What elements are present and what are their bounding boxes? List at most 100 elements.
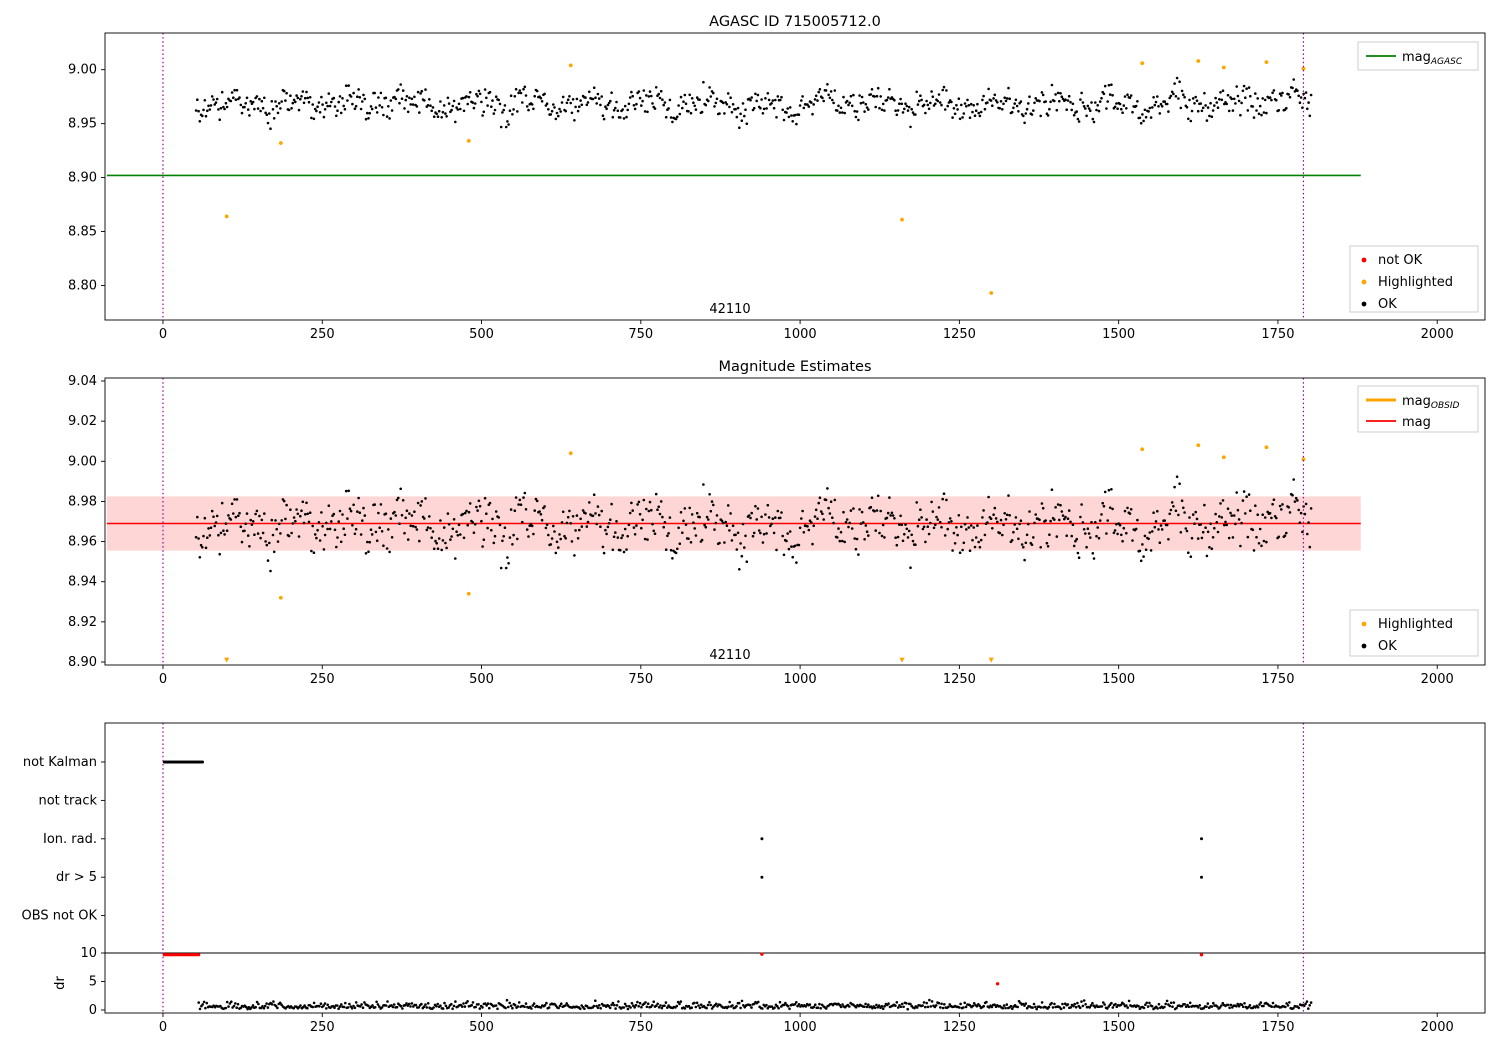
legend-markers-top: not OK Highlighted OK xyxy=(1349,245,1479,313)
x-tick-label: 1250 xyxy=(943,327,976,342)
legend-label-main: mag xyxy=(1402,415,1431,430)
x-tick-label: 500 xyxy=(469,672,494,687)
chart-1: 8.90 8.92 8.94 8.96 8.98 9.00 9.02 9.04 0 250 500 7… xyxy=(68,374,1486,687)
x-tick-label: 0 xyxy=(159,672,167,687)
mag-legend-label: mag xyxy=(1402,415,1431,430)
x-tick-label: 1250 xyxy=(943,1020,976,1035)
ok-marker-icon xyxy=(1361,301,1367,307)
axes-spine xyxy=(104,377,1486,666)
y-tick-label: 9.02 xyxy=(68,414,97,429)
highlighted-point xyxy=(1196,59,1201,63)
x-tick-label: 1500 xyxy=(1102,672,1135,687)
y-tick-label: 8.94 xyxy=(68,575,97,590)
dr-tick-label: 10 xyxy=(80,946,97,961)
highlighted-point xyxy=(568,63,573,68)
dr-red-point xyxy=(760,952,764,956)
highlighted-point xyxy=(1140,61,1145,66)
x-tick-label: 250 xyxy=(310,1020,335,1035)
dr-tick-label: 0 xyxy=(89,1003,97,1018)
chart-2: not Kalman not track Ion. rad. dr > 5 OBS no… xyxy=(22,722,1486,1035)
highlighted-clipped-marker xyxy=(988,657,994,663)
obsid-annotation-middle: 42110 xyxy=(709,648,750,663)
ok-legend-label: OK xyxy=(1378,297,1397,312)
x-tick-label: 2000 xyxy=(1421,327,1454,342)
flag-category-label: Ion. rad. xyxy=(43,832,97,847)
axes-spine xyxy=(104,722,1486,1014)
x-tick-label: 0 xyxy=(159,1020,167,1035)
highlighted-marker-icon xyxy=(1361,621,1367,627)
dr-scatter xyxy=(197,998,1313,1011)
x-tick-label: 1000 xyxy=(784,672,817,687)
highlighted-point xyxy=(1264,445,1269,450)
legend-label-sub: OBSID xyxy=(1431,401,1460,411)
highlighted-clipped-marker xyxy=(899,657,905,663)
ok-marker-icon xyxy=(1361,643,1367,649)
y-tick-label: 8.92 xyxy=(68,615,97,630)
highlighted-point xyxy=(1140,447,1145,452)
legend-box xyxy=(1349,609,1479,657)
highlighted-point xyxy=(989,291,994,295)
x-tick-label: 250 xyxy=(310,327,335,342)
x-tick-label: 500 xyxy=(469,327,494,342)
legend-label-main: mag xyxy=(1402,50,1431,65)
highlighted-point xyxy=(568,451,573,456)
generated-chart-layers: 8.808.858.908.959.000 250 500 750 1000 1250 15… xyxy=(22,32,1486,1035)
x-tick-label: 0 xyxy=(159,327,167,342)
x-tick-label: 1750 xyxy=(1261,1020,1294,1035)
legend-label-sub: AGASC xyxy=(1430,57,1463,67)
x-tick-label: 750 xyxy=(628,1020,653,1035)
highlighted-point xyxy=(1221,65,1226,70)
x-tick-label: 250 xyxy=(310,672,335,687)
highlighted-point xyxy=(466,591,471,596)
x-tick-label: 1000 xyxy=(784,1020,817,1035)
y-tick-label: 9.04 xyxy=(68,374,97,389)
highlighted-clipped-marker xyxy=(224,657,230,663)
highlighted-point xyxy=(278,595,283,600)
y-tick-label: 8.85 xyxy=(68,225,97,240)
highlighted-point xyxy=(1301,66,1306,71)
legend-mag-agasc: magAGASC xyxy=(1357,41,1479,71)
legend-label-main: mag xyxy=(1402,394,1431,409)
chart-0: 8.80 8.85 8.90 8.95 9.00 0 250 500 750 1000 1250 15… xyxy=(68,32,1486,342)
legend-markers-middle: Highlighted OK xyxy=(1349,609,1479,657)
dr-axis-label: dr xyxy=(53,976,68,990)
flag-category-label: not track xyxy=(38,793,97,808)
highlighted-point xyxy=(224,214,229,219)
not-ok-marker-icon xyxy=(1361,257,1367,263)
x-tick-label: 1500 xyxy=(1102,1020,1135,1035)
flag-category-label: OBS not OK xyxy=(22,909,98,924)
x-tick-label: 500 xyxy=(469,1020,494,1035)
x-tick-label: 2000 xyxy=(1421,1020,1454,1035)
highlighted-point xyxy=(1264,60,1269,65)
y-tick-label: 8.90 xyxy=(68,171,97,186)
highlighted-point xyxy=(900,217,904,222)
legend-box xyxy=(1349,245,1479,313)
y-tick-label: 9.00 xyxy=(68,454,97,469)
dr-red-point xyxy=(1199,953,1204,957)
ok-scatter xyxy=(194,76,1313,130)
x-tick-label: 1500 xyxy=(1102,327,1135,342)
flag-category-label: dr > 5 xyxy=(56,870,97,885)
y-tick-label: 8.95 xyxy=(68,117,97,132)
dr-red-point xyxy=(995,982,1000,986)
x-tick-label: 750 xyxy=(628,672,653,687)
x-tick-label: 1000 xyxy=(784,327,817,342)
ok-scatter xyxy=(194,475,1313,573)
highlighted-point xyxy=(466,138,471,143)
x-tick-label: 1250 xyxy=(943,672,976,687)
obsid-annotation-top: 42110 xyxy=(709,302,750,317)
y-tick-label: 8.98 xyxy=(68,494,97,509)
highlighted-point xyxy=(1221,455,1226,460)
ok-legend-label: OK xyxy=(1378,639,1397,654)
mag-agasc-legend-label: magAGASC xyxy=(1402,50,1463,67)
highlighted-legend-label: Highlighted xyxy=(1378,617,1453,632)
legend-mag-lines-middle: magOBSID mag xyxy=(1357,385,1479,433)
x-tick-label: 1750 xyxy=(1261,327,1294,342)
legend-box xyxy=(1357,385,1479,433)
y-tick-label: 9.00 xyxy=(68,63,97,78)
dr-tick-label: 5 xyxy=(89,975,97,990)
y-tick-label: 8.80 xyxy=(68,278,97,293)
highlighted-point xyxy=(1301,457,1306,462)
